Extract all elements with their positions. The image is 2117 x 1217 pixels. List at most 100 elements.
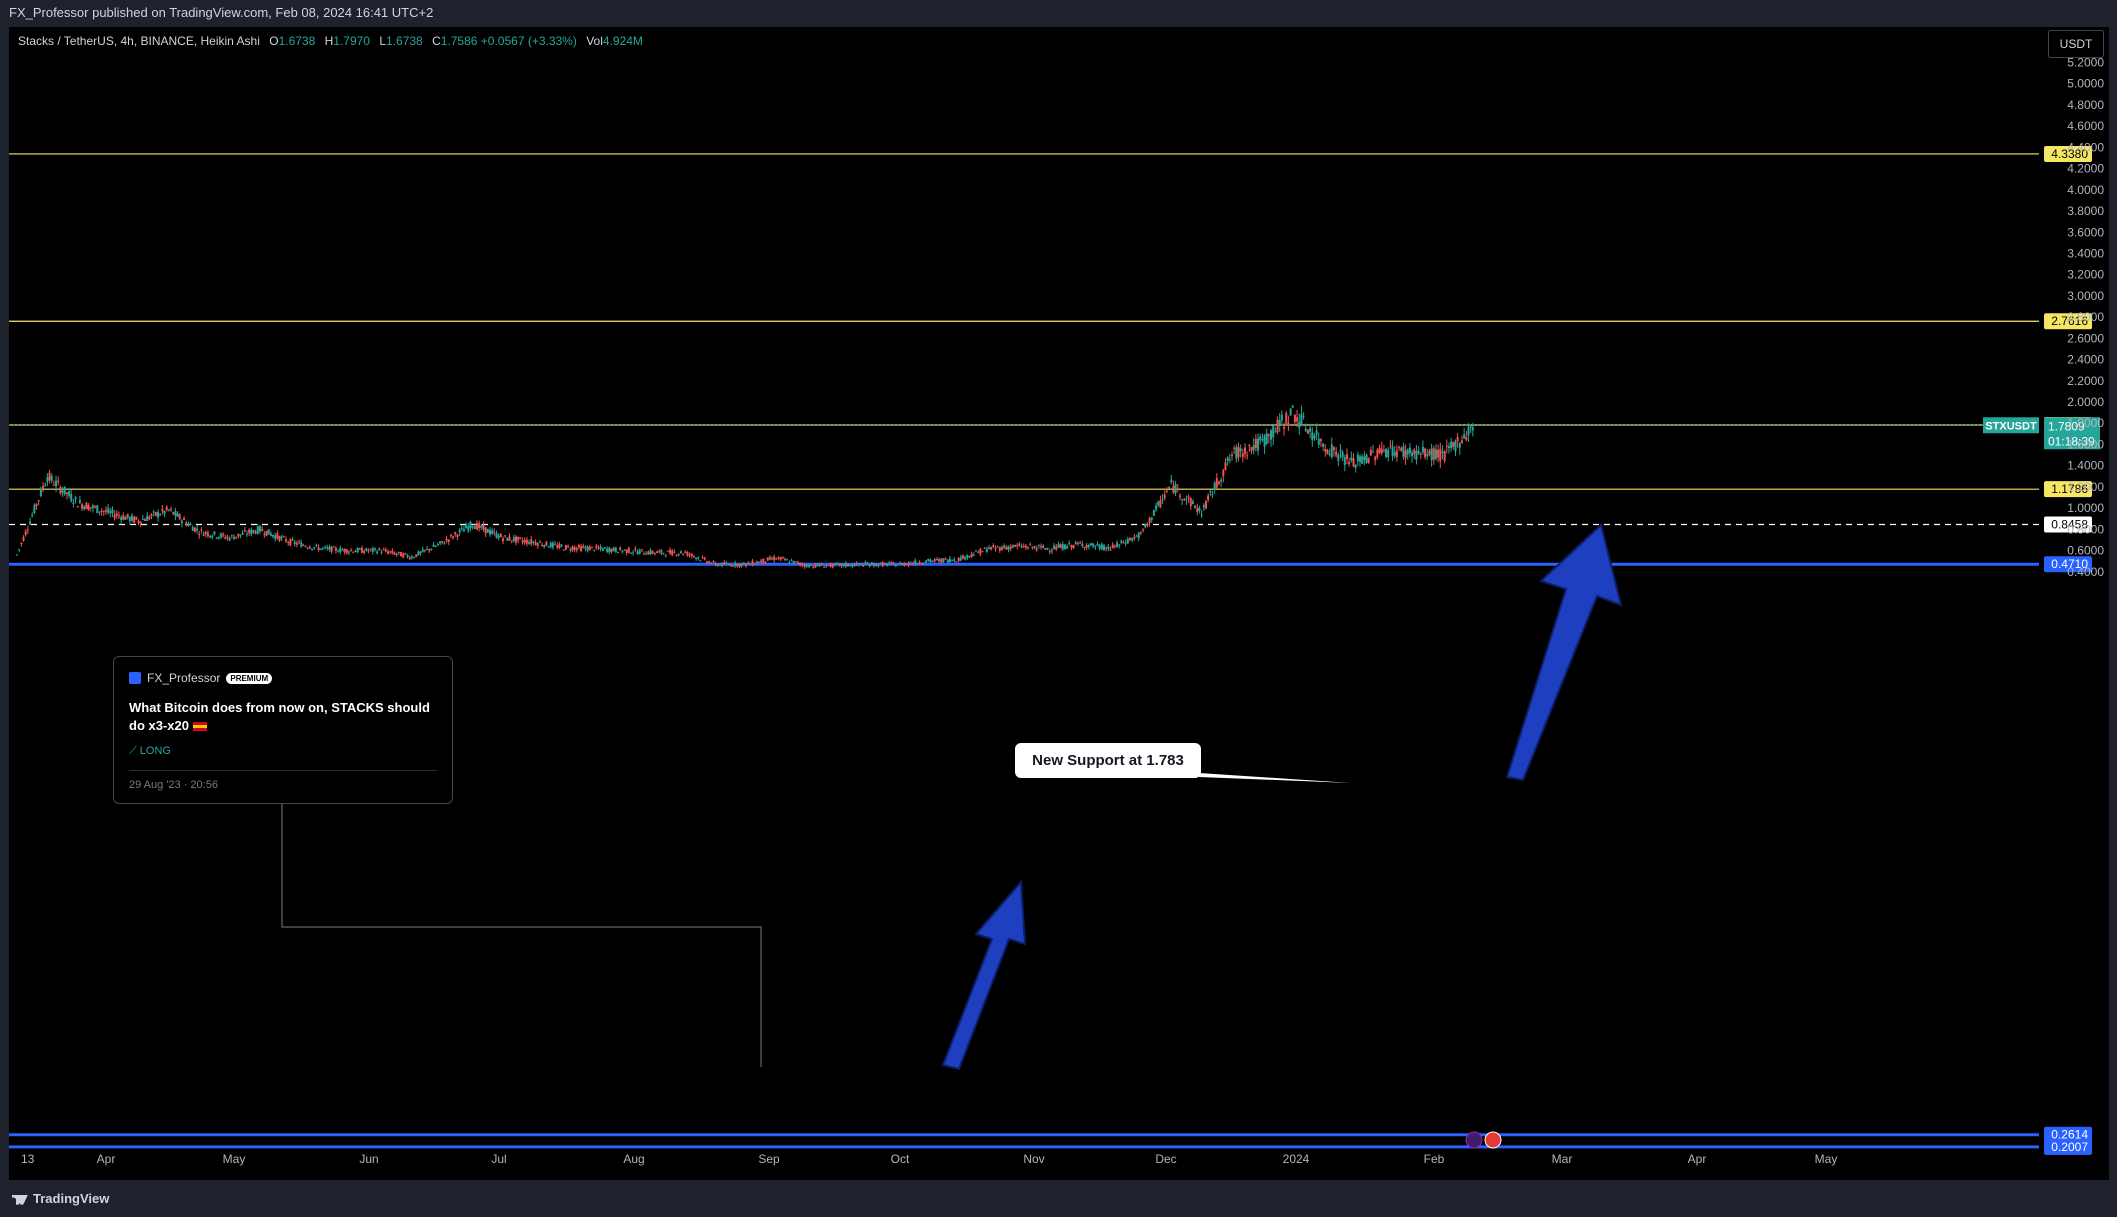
idea-card[interactable]: FX_Professor PREMIUM What Bitcoin does f… xyxy=(113,656,453,804)
candle xyxy=(669,547,672,555)
candle xyxy=(964,555,967,561)
candle-body xyxy=(473,526,476,529)
candle xyxy=(1319,438,1322,447)
candle-body xyxy=(256,526,259,534)
close-value: 1.7586 xyxy=(440,34,478,48)
candle xyxy=(1341,449,1344,461)
candle-body xyxy=(1343,457,1346,466)
candle-body xyxy=(1059,544,1062,549)
candle xyxy=(313,546,316,550)
candle xyxy=(200,527,203,534)
candle-body xyxy=(330,546,333,553)
candle-body xyxy=(1430,448,1433,461)
candle xyxy=(1178,493,1181,501)
candle-body xyxy=(1231,454,1233,457)
candle-body xyxy=(731,565,734,567)
candle xyxy=(840,563,843,569)
candle xyxy=(1155,502,1158,512)
candle-body xyxy=(1419,453,1422,455)
candle-body xyxy=(59,487,62,494)
candle xyxy=(458,527,461,536)
candle xyxy=(645,551,648,555)
price-chart[interactable]: 4.33802.76161.78331.17860.84580.47100.26… xyxy=(9,27,2109,1180)
candle-body xyxy=(1389,445,1392,447)
candle-body xyxy=(1428,450,1431,455)
candle-body xyxy=(137,520,140,523)
candle xyxy=(866,561,869,565)
candle xyxy=(415,554,418,558)
candle-body xyxy=(1235,447,1238,459)
candle xyxy=(1207,493,1210,503)
candle-body xyxy=(393,552,396,555)
price-level-label: 0.2614 xyxy=(2051,1128,2088,1142)
candle xyxy=(209,535,212,539)
candle-body xyxy=(1324,449,1327,452)
candle-body xyxy=(1135,535,1138,537)
candle-body xyxy=(740,563,743,567)
candle-body xyxy=(1289,408,1292,416)
candle-body xyxy=(1443,451,1446,461)
candle xyxy=(111,506,114,517)
candle-body xyxy=(1146,523,1149,526)
candle xyxy=(998,546,1001,554)
candle xyxy=(1076,541,1079,547)
candle-body xyxy=(122,515,125,520)
candle-body xyxy=(280,536,283,539)
candle-body xyxy=(152,511,155,513)
candle xyxy=(493,528,496,536)
candle xyxy=(907,560,910,568)
candle xyxy=(430,548,433,551)
candle-body xyxy=(1441,451,1444,454)
candle-body xyxy=(24,531,27,535)
candle-body xyxy=(1016,545,1019,547)
candle-body xyxy=(953,559,956,561)
candle-body xyxy=(1061,544,1064,550)
candle-body xyxy=(907,562,910,566)
candle xyxy=(1380,441,1383,456)
chart-area[interactable]: 4.33802.76161.78331.17860.84580.47100.26… xyxy=(9,27,2109,1180)
candle xyxy=(1050,547,1053,554)
footer-brand[interactable]: TradingView xyxy=(0,1180,2117,1217)
candle-body xyxy=(1222,469,1225,477)
countdown-label: 01:18:39 xyxy=(2048,434,2095,448)
candle-body xyxy=(697,557,700,559)
candle xyxy=(98,511,101,516)
candle-body xyxy=(356,548,359,553)
candle-body xyxy=(877,565,880,567)
candle-body xyxy=(829,563,832,567)
candle xyxy=(486,528,489,533)
candle xyxy=(432,541,435,548)
candle-body xyxy=(441,541,444,543)
candle xyxy=(771,556,774,561)
candle-body xyxy=(725,563,728,565)
candle xyxy=(988,544,990,550)
candle xyxy=(278,535,281,542)
candle-body xyxy=(159,514,162,516)
candle-body xyxy=(569,549,572,551)
candle xyxy=(777,556,780,561)
candle-body xyxy=(1033,546,1036,549)
candle-body xyxy=(391,550,394,554)
candle-body xyxy=(519,537,522,539)
idea-title[interactable]: What Bitcoin does from now on, STACKS sh… xyxy=(129,700,430,733)
candle xyxy=(1337,452,1340,467)
candle-body xyxy=(1337,454,1340,461)
candle-body xyxy=(630,552,633,554)
candle xyxy=(612,546,615,552)
candle-body xyxy=(42,486,45,489)
candle-body xyxy=(1467,426,1470,436)
candle xyxy=(1189,497,1192,510)
candle-body xyxy=(1202,505,1205,508)
candle xyxy=(1048,548,1051,555)
candle-body xyxy=(942,558,945,562)
candle xyxy=(298,539,301,545)
currency-button[interactable]: USDT xyxy=(2048,30,2104,58)
candle xyxy=(1452,441,1455,450)
candle xyxy=(656,550,659,554)
candle-body xyxy=(1345,454,1348,459)
candle-body xyxy=(1348,462,1351,465)
candle xyxy=(1074,540,1077,545)
trend-up-icon: ⟋ xyxy=(129,745,140,757)
candle-body xyxy=(775,558,778,560)
candle-body xyxy=(660,550,663,554)
